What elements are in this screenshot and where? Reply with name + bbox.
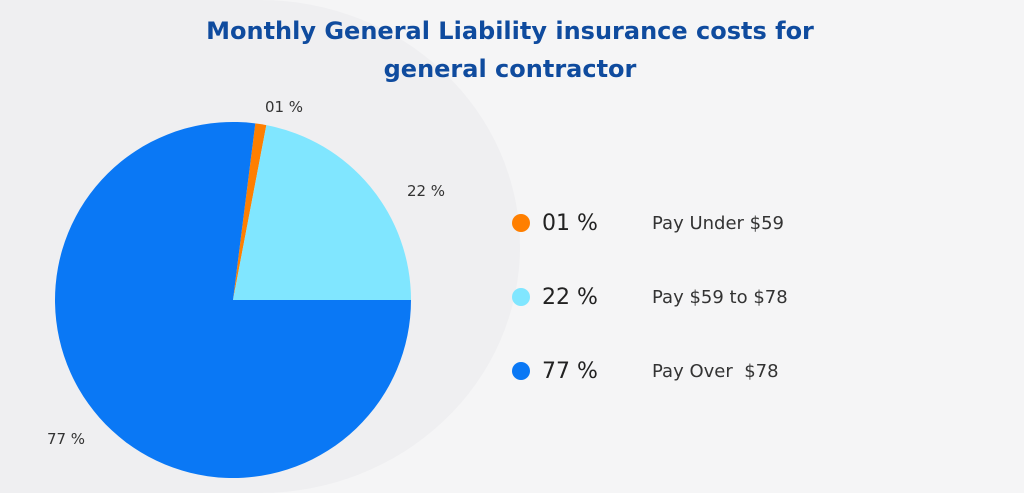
legend-item: 22 % Pay $59 to $78: [512, 260, 872, 334]
legend-dot: [512, 362, 530, 380]
slice-label: 22 %: [407, 182, 445, 200]
legend-dot: [512, 288, 530, 306]
chart-title: Monthly General Liability insurance cost…: [206, 17, 814, 83]
legend: 01 % Pay Under $59 22 % Pay $59 to $78 77 % P…: [512, 186, 872, 408]
slice-label: 01 %: [265, 98, 303, 116]
legend-label: Pay Under $59: [652, 212, 785, 234]
legend-percent: 77 %: [542, 358, 598, 384]
legend-label: Pay $59 to $78: [652, 286, 788, 308]
pie-chart: 01 % 22 % 77 %: [47, 98, 445, 479]
legend-percent: 01 %: [542, 210, 598, 236]
pie-slice: [233, 123, 267, 300]
legend-item: 77 % Pay Over $78: [512, 334, 872, 408]
legend-percent: 22 %: [542, 284, 598, 310]
slice-label: 77 %: [47, 430, 85, 448]
pie-slice: [55, 122, 411, 479]
legend-dot: [512, 214, 530, 232]
legend-label: Pay Over $78: [652, 360, 779, 382]
pie-slice: [233, 125, 411, 301]
legend-item: 01 % Pay Under $59: [512, 186, 872, 260]
